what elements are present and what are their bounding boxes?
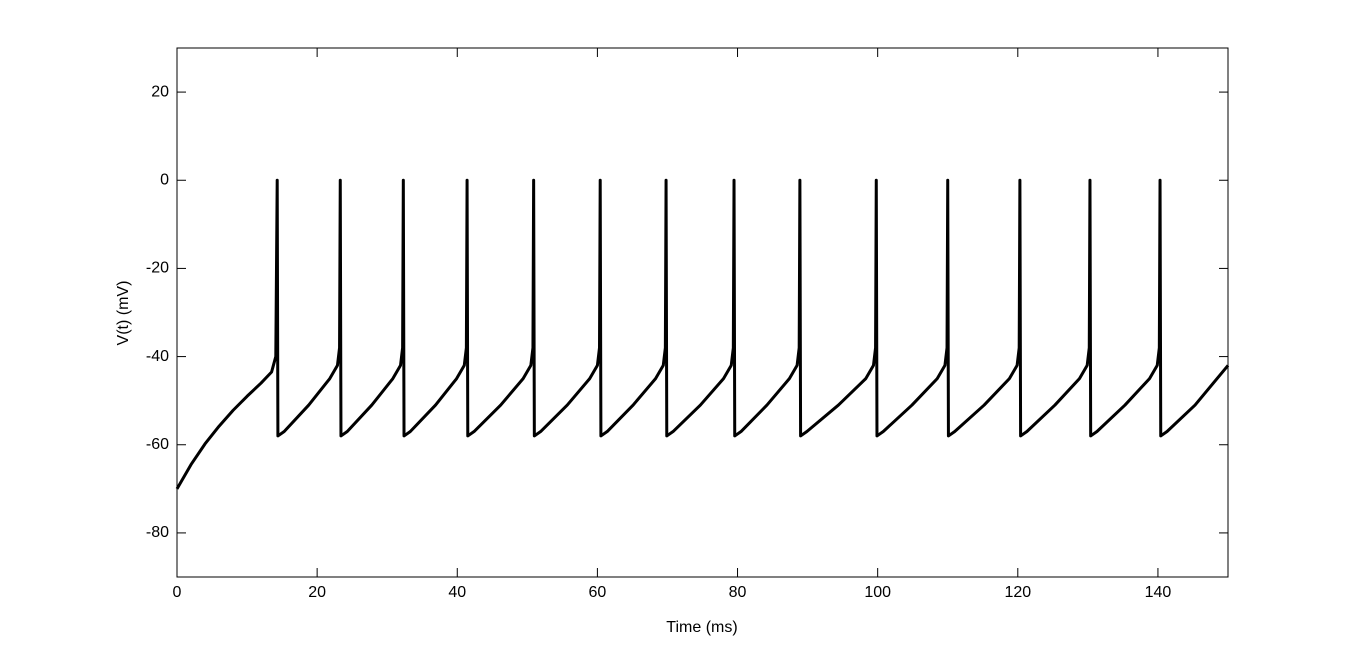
y-axis-label: V(t) (mV) <box>115 281 132 346</box>
voltage-trace <box>175 178 1230 490</box>
x-tick-label: 100 <box>864 584 891 601</box>
x-tick-label: 0 <box>173 584 182 601</box>
y-tick-label: 0 <box>160 171 169 188</box>
y-tick-label: -20 <box>146 260 169 277</box>
plot-area <box>176 47 1229 578</box>
y-tick-label: 20 <box>151 83 169 100</box>
x-axis-label: Time (ms) <box>666 619 737 636</box>
x-tick-label: 20 <box>308 584 326 601</box>
y-tick-label: -80 <box>146 524 169 541</box>
x-tick-label: 40 <box>448 584 466 601</box>
y-tick-label: -40 <box>146 348 169 365</box>
y-tick-label: -60 <box>146 436 169 453</box>
x-tick-label: 80 <box>729 584 747 601</box>
x-tick-label: 60 <box>589 584 607 601</box>
x-tick-label: 120 <box>1004 584 1031 601</box>
x-tick-label: 140 <box>1145 584 1172 601</box>
